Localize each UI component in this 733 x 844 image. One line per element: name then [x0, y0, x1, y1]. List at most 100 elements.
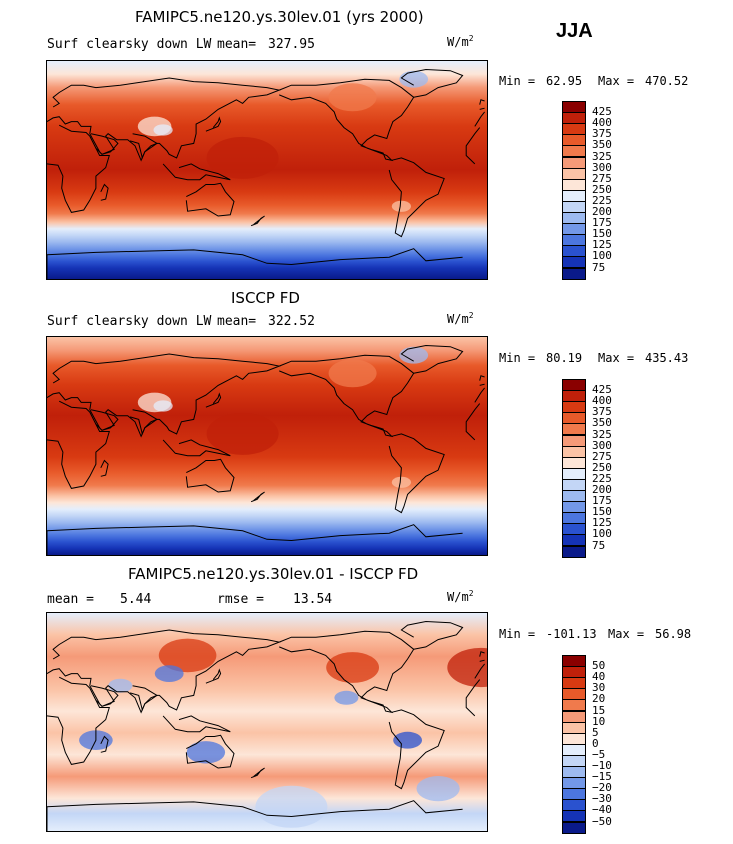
colorbar-swatch [562, 545, 586, 558]
min-label: Min = [499, 627, 536, 641]
field-anomaly [108, 678, 133, 693]
map-plot [47, 337, 487, 555]
colorbar-tick-label: 400 [592, 116, 612, 130]
max-value: 470.52 [645, 74, 689, 88]
mean-label: mean= [217, 314, 257, 329]
colorbar-tick-label: −40 [592, 803, 612, 817]
field-anomaly [206, 136, 279, 179]
coastline [205, 392, 222, 408]
field-anomaly [206, 412, 279, 455]
colorbar-tick-label: 250 [592, 182, 612, 196]
variable-label: Surf clearsky down LW [47, 314, 212, 329]
coastline [479, 375, 485, 386]
colorbar-tick-label: 15 [592, 703, 606, 717]
colorbar-tick-label: 175 [592, 216, 612, 230]
coastline [185, 458, 235, 493]
map-panel [46, 60, 488, 280]
mean-label: mean = [47, 592, 94, 607]
coastline [205, 668, 222, 684]
coastline [47, 77, 485, 162]
coastline [250, 215, 265, 227]
colorbar-tick-label: 75 [592, 538, 606, 552]
coastline [47, 400, 481, 489]
coastline [400, 344, 464, 374]
coastline [100, 459, 109, 477]
colorbar-tick-label: 150 [592, 505, 612, 519]
min-label: Min = [499, 351, 536, 365]
field-anomaly [328, 359, 377, 388]
colorbar-tick-label: 275 [592, 449, 612, 463]
coastline [250, 491, 265, 503]
field-anomaly [334, 690, 359, 705]
field-anomaly [391, 476, 411, 488]
coastline [90, 685, 119, 707]
field-anomaly [158, 638, 217, 673]
max-label: Max = [598, 351, 635, 365]
coastline [279, 630, 415, 714]
mean-value: 322.52 [268, 314, 315, 329]
variable-label: Surf clearsky down LW [47, 37, 212, 52]
colorbar-tick-label: −30 [592, 792, 612, 806]
colorbar-tick-label: −50 [592, 814, 612, 828]
field-anomaly [328, 83, 377, 112]
coastline [47, 629, 485, 714]
colorbar-tick-label: 375 [592, 405, 612, 419]
colorbar-tick-label: 350 [592, 138, 612, 152]
units-label: W/m2 [447, 34, 474, 49]
field-anomaly [447, 647, 487, 688]
colorbar-tick-label: 350 [592, 416, 612, 430]
coastline [279, 78, 415, 162]
coastline [162, 163, 231, 181]
panel-title: FAMIPC5.ne120.ys.30lev.01 (yrs 2000) [135, 8, 424, 26]
coastline [479, 99, 485, 110]
colorbar-tick-label: 250 [592, 460, 612, 474]
colorbar-tick-label: 275 [592, 171, 612, 185]
colorbar-tick-label: 200 [592, 483, 612, 496]
colorbar-tick-label: 325 [592, 427, 612, 441]
coastline [47, 248, 463, 279]
colorbar-tick-label: 300 [592, 438, 612, 452]
units-label: W/m2 [447, 311, 474, 326]
units-label: W/m2 [447, 589, 474, 604]
min-value: -101.13 [546, 627, 597, 641]
map-panel [46, 336, 488, 556]
coastline [162, 439, 231, 457]
max-label: Max = [598, 74, 635, 88]
field-anomaly [393, 731, 422, 749]
colorbar-tick-label: 125 [592, 516, 612, 530]
coastline [185, 734, 235, 769]
coastline [129, 133, 159, 160]
colorbar-tick-label: 200 [592, 205, 612, 218]
panel-title: ISCCP FD [231, 289, 300, 307]
coastline [100, 183, 109, 201]
colorbar-tick-label: −5 [592, 747, 606, 761]
field-anomaly [391, 200, 411, 212]
colorbar-tick-label: 400 [592, 394, 612, 408]
coastline [250, 767, 265, 779]
coastline [47, 676, 481, 765]
coastline [47, 124, 481, 213]
colorbar-tick-label: 40 [592, 670, 606, 684]
colorbar-tick-label: 150 [592, 227, 612, 241]
coastline [47, 800, 463, 831]
map-plot [47, 61, 487, 279]
max-value: 435.43 [645, 351, 689, 365]
field-anomaly [154, 665, 184, 682]
field-anomaly [153, 124, 173, 136]
coastline [388, 709, 445, 790]
season-label: JJA [556, 20, 593, 42]
colorbar-tick-label: −10 [592, 759, 612, 772]
field-anomaly [186, 741, 226, 764]
coastline [479, 651, 485, 662]
field-anomaly [416, 776, 460, 802]
coastline [47, 353, 485, 438]
colorbar-tick-label: 225 [592, 193, 612, 207]
colorbar-tick-label: −15 [592, 770, 612, 784]
colorbar-swatch [562, 267, 586, 280]
colorbar-tick-label: 325 [592, 149, 612, 163]
colorbar-tick-label: 50 [592, 659, 606, 673]
field-anomaly [399, 70, 429, 88]
coastline [100, 735, 109, 753]
colorbar-tick-label: 75 [592, 260, 606, 274]
colorbar-tick-label: 375 [592, 127, 612, 141]
